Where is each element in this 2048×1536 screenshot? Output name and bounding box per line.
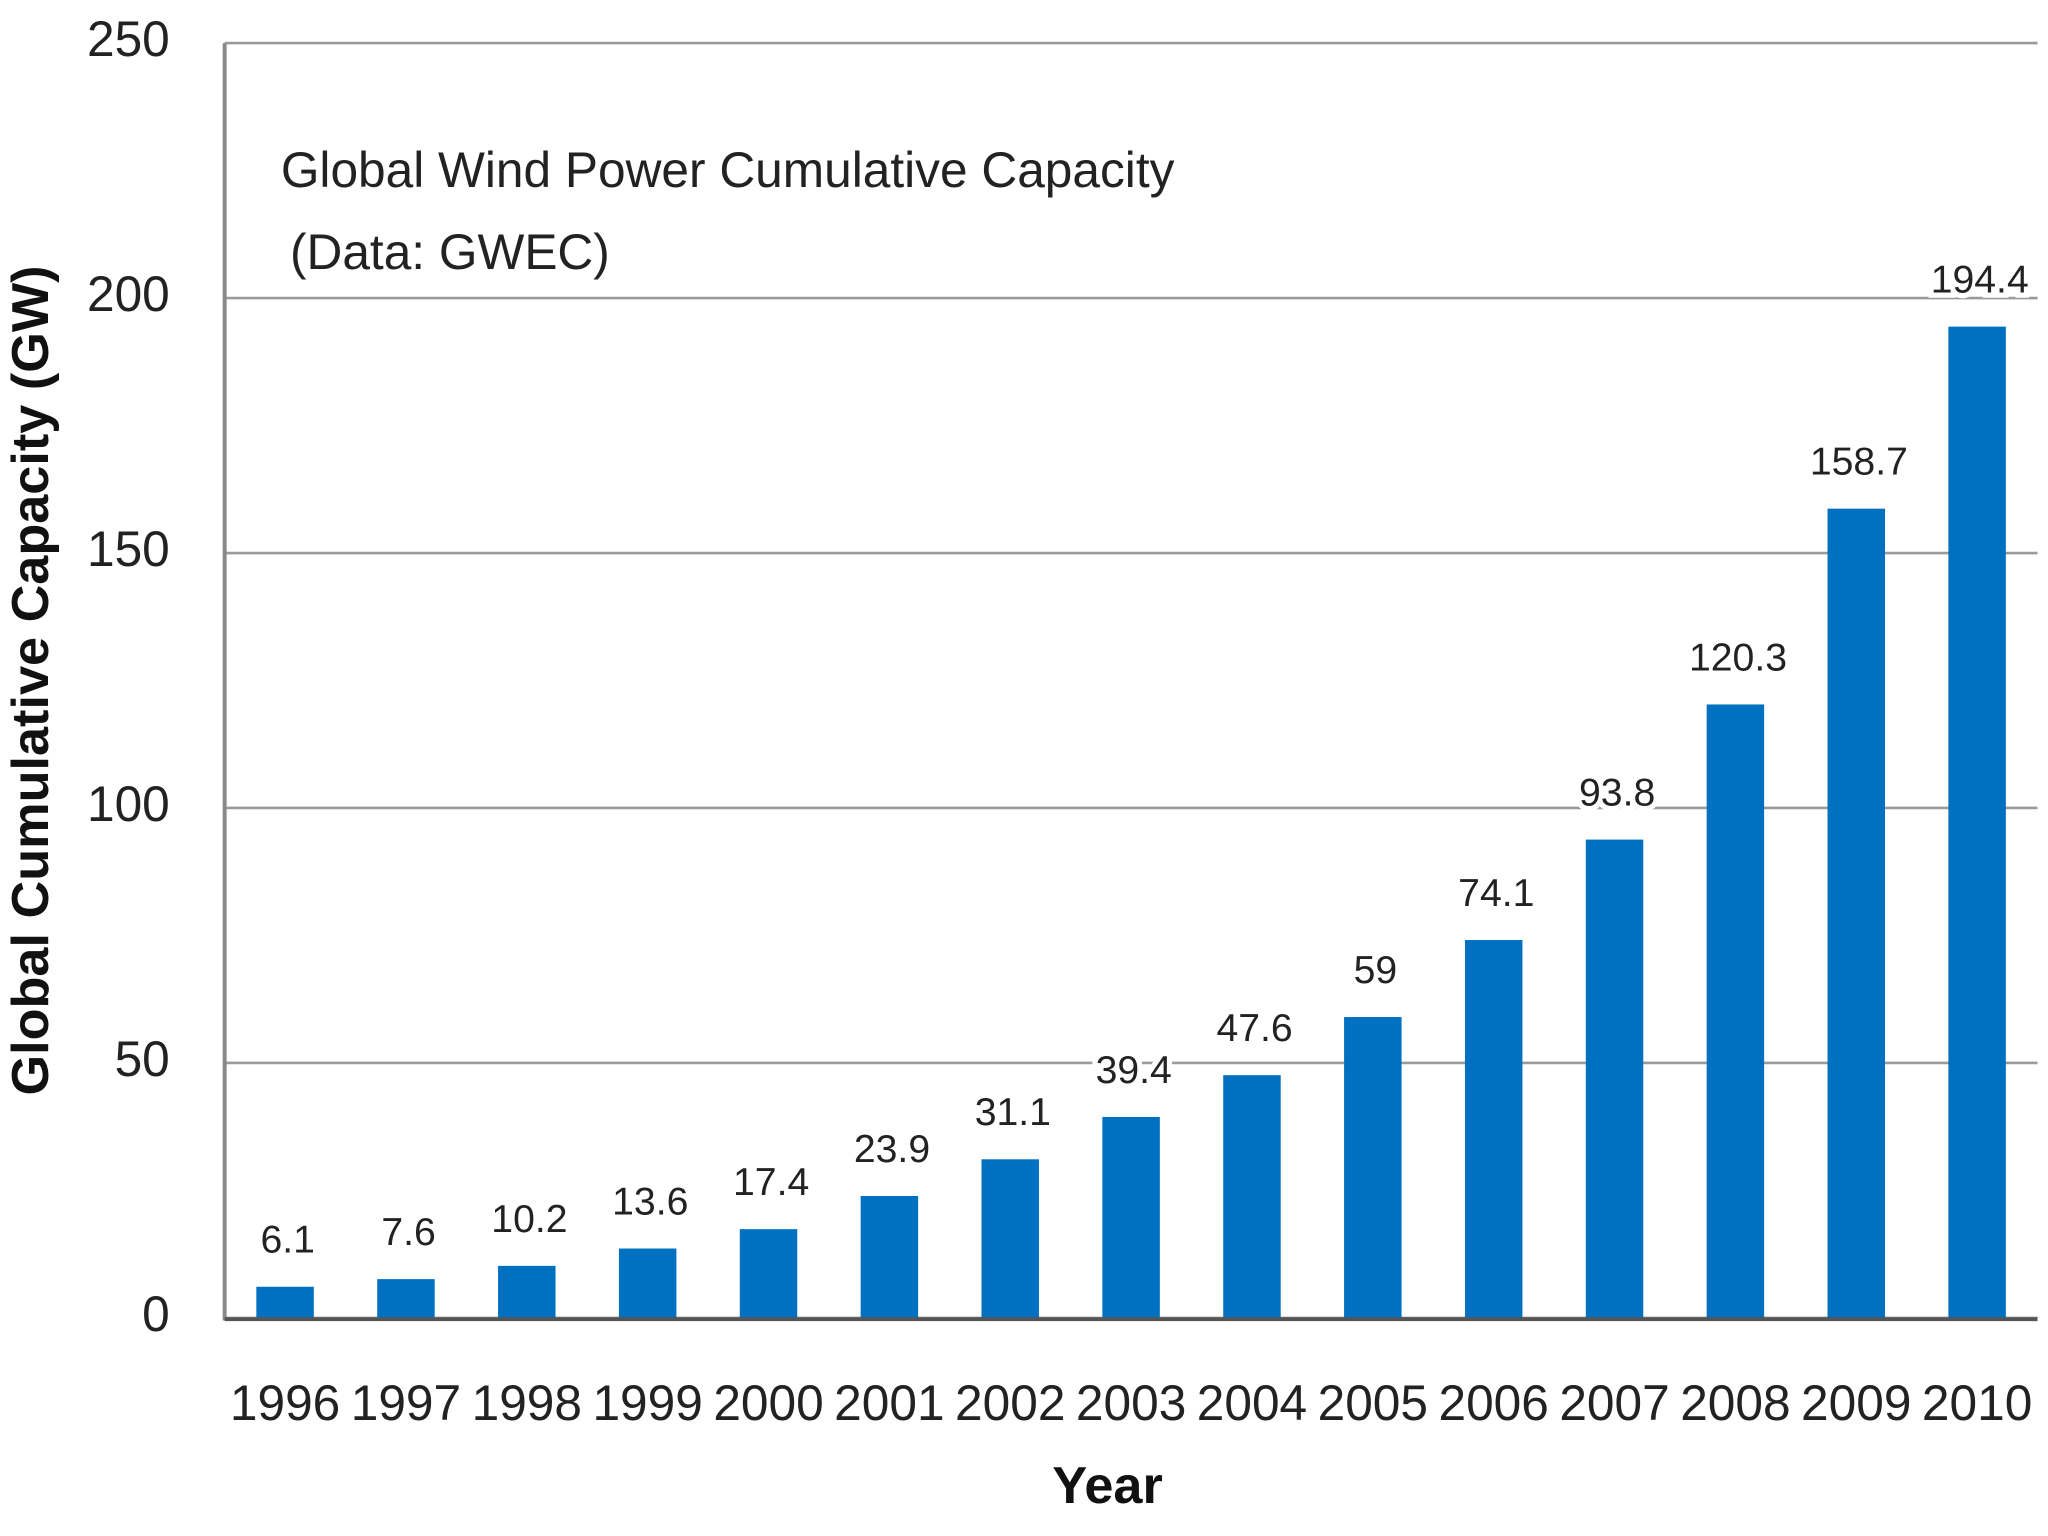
x-tick-label: 2000 (713, 1375, 823, 1431)
bar (1706, 704, 1765, 1318)
value-label: 23.9 (854, 1128, 930, 1171)
y-tick-label: 100 (87, 776, 170, 832)
x-axis-title: Year (1052, 1457, 1162, 1515)
value-label: 120.3 (1689, 636, 1787, 679)
value-label: 6.1 (260, 1219, 314, 1262)
x-tick-label: 2003 (1076, 1375, 1186, 1431)
value-label: 39.4 (1096, 1049, 1172, 1092)
bar (256, 1286, 314, 1318)
x-tick-label: 2010 (1922, 1375, 2032, 1431)
y-tick-label: 250 (87, 11, 170, 67)
bar (618, 1248, 677, 1318)
x-tick-label: 1998 (472, 1375, 582, 1431)
x-tick-label: 2002 (955, 1375, 1065, 1431)
value-label: 13.6 (612, 1180, 688, 1223)
bar (498, 1265, 556, 1318)
chart-subtitle: (Data: GWEC) (290, 224, 610, 280)
bar (377, 1279, 435, 1318)
value-label: 194.4 (1931, 259, 2029, 302)
x-tick-label: 2001 (834, 1375, 944, 1431)
bar (1102, 1116, 1160, 1318)
x-tick-label: 2009 (1801, 1375, 1911, 1431)
bar (1344, 1017, 1402, 1318)
value-label: 93.8 (1579, 772, 1655, 815)
value-label: 158.7 (1810, 441, 1908, 484)
x-tick-label: 2004 (1197, 1375, 1307, 1431)
value-label: 17.4 (733, 1161, 809, 1204)
y-axis-title: Global Cumulative Capacity (GW) (2, 265, 60, 1095)
y-tick-label: 50 (115, 1031, 170, 1087)
bar (981, 1159, 1039, 1318)
x-tick-label: 2008 (1680, 1375, 1790, 1431)
x-tick-label: 2007 (1559, 1375, 1669, 1431)
bar (1948, 326, 2006, 1318)
value-label: 59 (1354, 949, 1398, 992)
bar (1223, 1075, 1281, 1318)
value-label: 10.2 (491, 1198, 567, 1241)
y-tick-label: 150 (87, 521, 170, 577)
x-tick-label: 1999 (592, 1375, 702, 1431)
value-label: 7.6 (381, 1211, 435, 1254)
bar (1464, 940, 1523, 1318)
y-tick-label: 0 (142, 1286, 170, 1342)
bar (1585, 839, 1644, 1318)
bar (1827, 508, 1885, 1318)
value-label: 47.6 (1216, 1007, 1292, 1050)
x-tick-label: 1996 (230, 1375, 340, 1431)
x-tick-label: 2005 (1318, 1375, 1428, 1431)
x-tick-label: 1997 (351, 1375, 461, 1431)
y-tick-label: 200 (87, 266, 170, 322)
x-tick-label: 2006 (1438, 1375, 1548, 1431)
bar (739, 1229, 798, 1318)
value-label: 74.1 (1458, 872, 1534, 915)
chart-title: Global Wind Power Cumulative Capacity (281, 142, 1175, 198)
bar (860, 1196, 919, 1318)
value-label: 31.1 (975, 1091, 1051, 1134)
